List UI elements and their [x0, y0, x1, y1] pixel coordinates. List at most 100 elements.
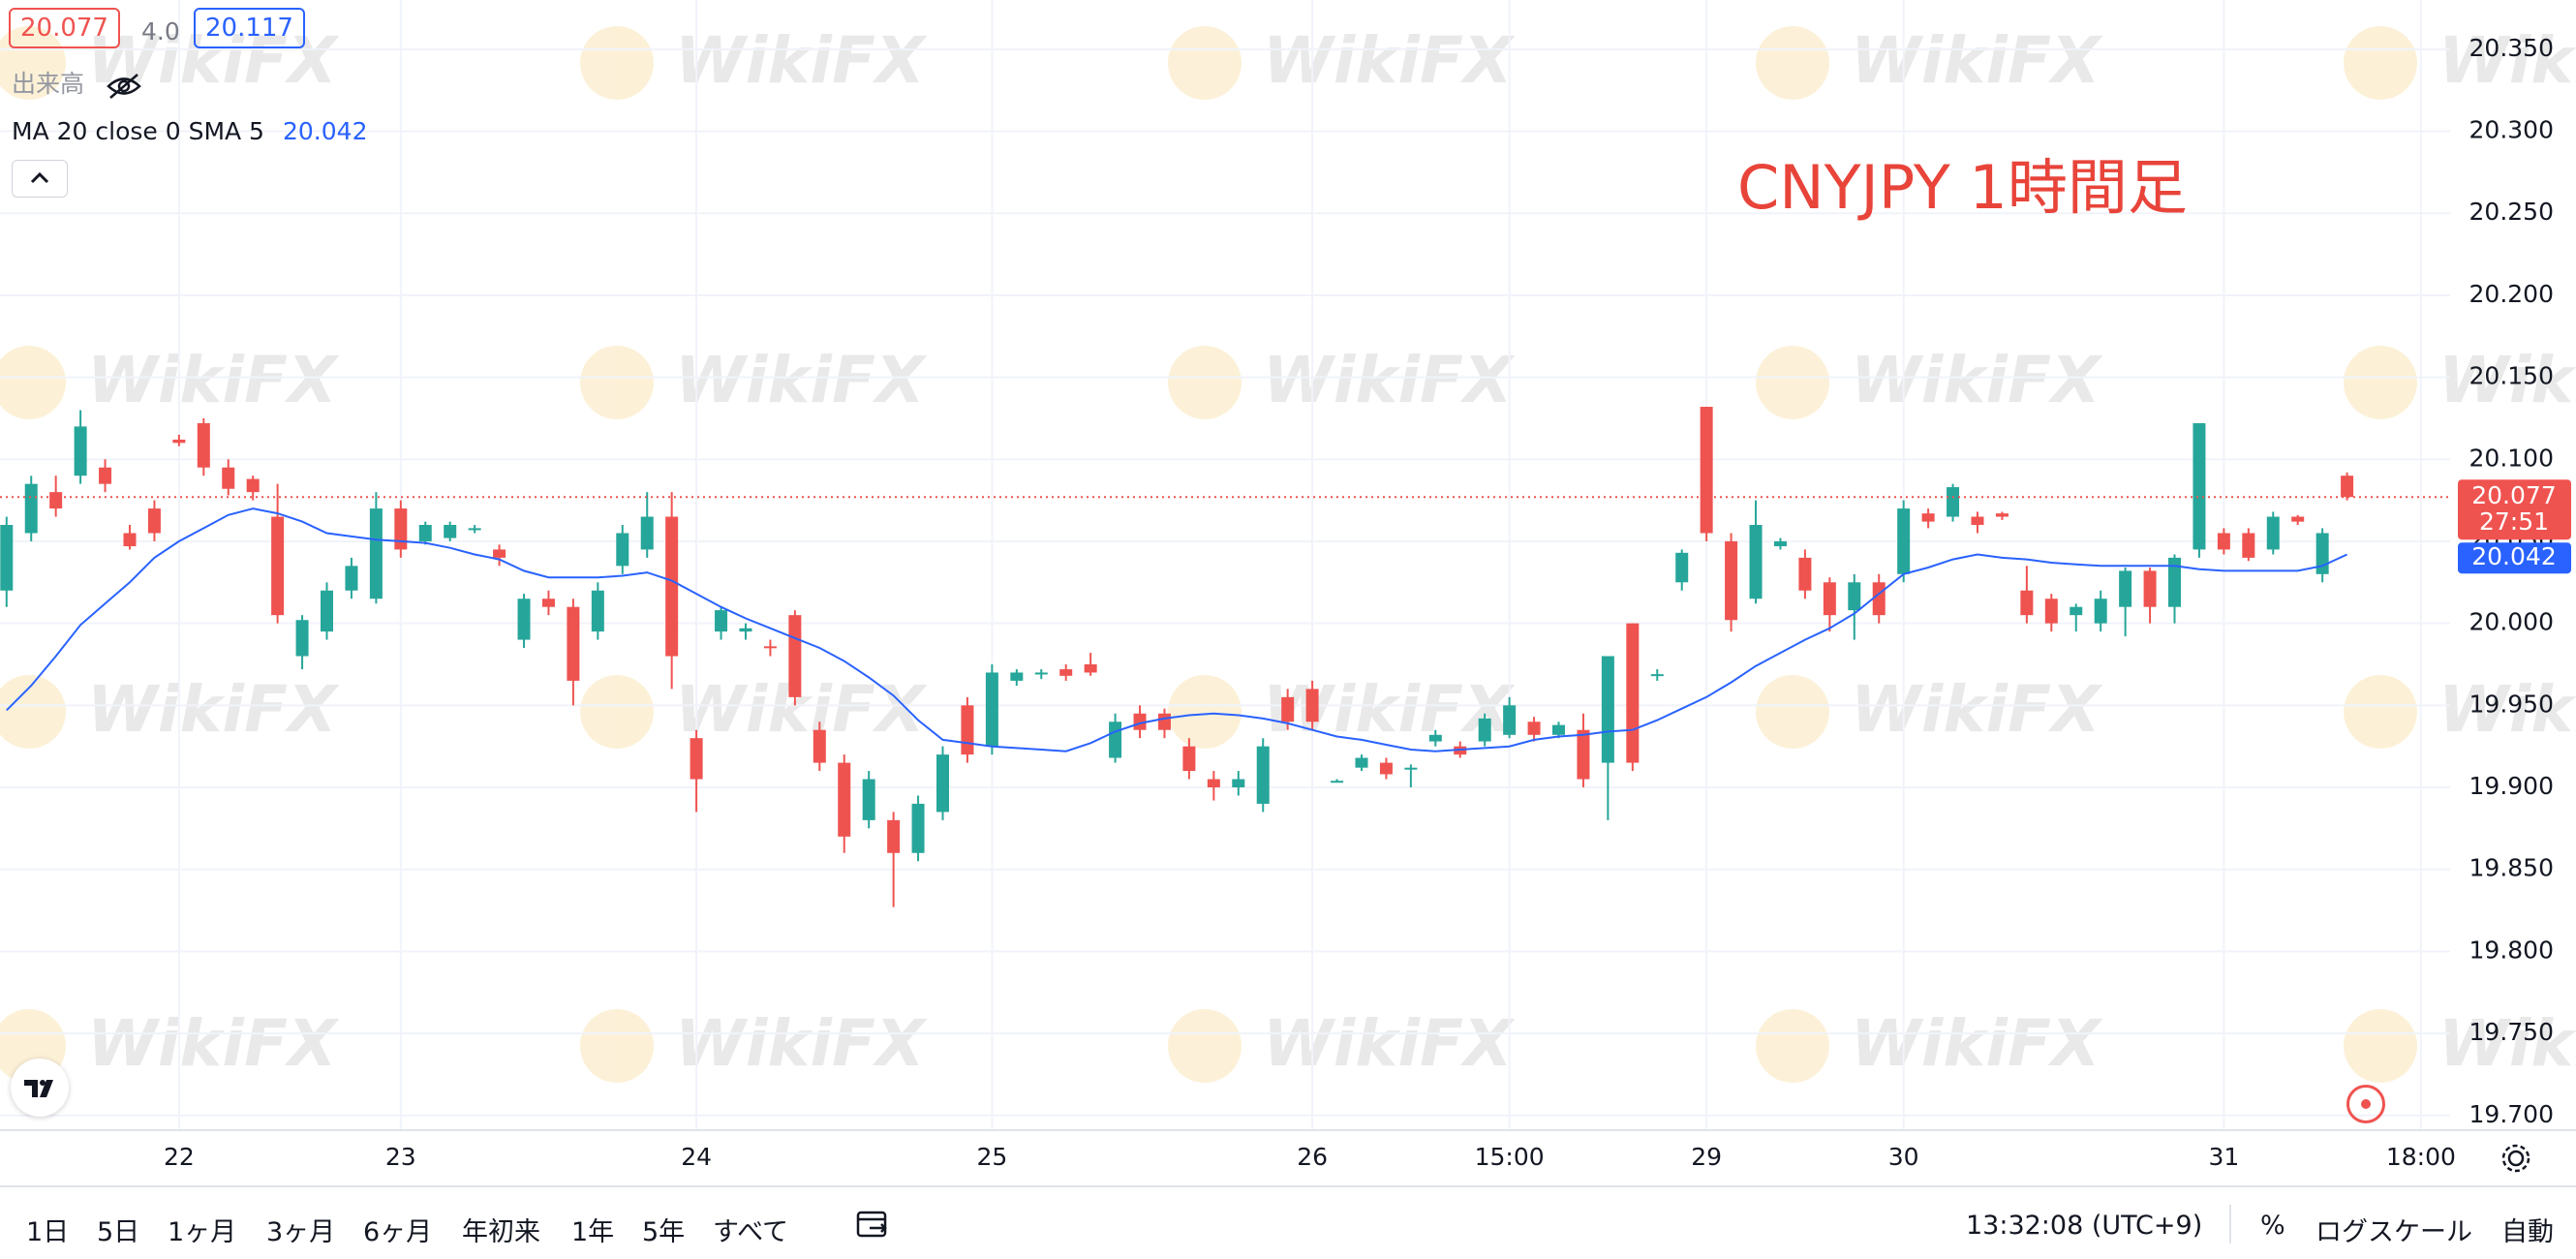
range-button[interactable]: 6ヶ月 [363, 1217, 433, 1247]
collapse-button[interactable] [12, 160, 68, 198]
candle-body [1157, 713, 1171, 730]
watermark-text: WikiFX [2438, 23, 2576, 98]
auto-toggle[interactable]: 自動 [2501, 1217, 2554, 1247]
candle-body [1749, 525, 1763, 599]
candle-body [1331, 781, 1344, 783]
watermark: WikiFX [2344, 1006, 2576, 1083]
watermark: WikiFX [2344, 23, 2576, 100]
watermark-logo [1756, 1009, 1829, 1083]
candle-body [197, 422, 210, 468]
watermark: WikiFX [2344, 343, 2576, 419]
candle-body [222, 467, 235, 489]
watermark: WikiFX [1168, 1006, 1516, 1083]
y-tick-label: 20.000 [2469, 608, 2554, 636]
candle-body [246, 478, 260, 493]
spread: 4.0 [141, 17, 180, 46]
candle-body [911, 803, 925, 853]
watermark-logo [1756, 675, 1829, 749]
candle-body [1281, 696, 1295, 722]
candle-body [1305, 689, 1319, 722]
range-button[interactable]: 5日 [97, 1217, 140, 1247]
y-tick-label: 20.250 [2469, 198, 2554, 226]
watermark-logo [2344, 1009, 2417, 1083]
watermark: WikiFX [1756, 343, 2103, 419]
y-tick-label: 20.200 [2469, 280, 2554, 308]
candle-body [813, 729, 826, 763]
settings-gear[interactable] [2499, 1141, 2533, 1176]
candle-body [321, 590, 334, 632]
x-tick-label: 31 [2208, 1143, 2239, 1171]
watermark-logo [1168, 675, 1242, 749]
candle-body [862, 779, 875, 820]
candle-body [887, 819, 901, 853]
tv-logo[interactable] [11, 1059, 69, 1117]
record-button[interactable] [2346, 1085, 2385, 1123]
y-tick-label: 19.950 [2469, 690, 2554, 718]
watermark: WikiFX [580, 672, 928, 749]
range-button[interactable]: 1ヶ月 [168, 1217, 237, 1247]
watermark-text: WikiFX [2438, 672, 2576, 747]
candle-body [1182, 746, 1196, 772]
candle-body [1577, 729, 1590, 780]
watermark-text: WikiFX [1263, 672, 1516, 747]
candle-body [2143, 570, 2157, 607]
watermark-logo [580, 675, 654, 749]
watermark-logo [1168, 1009, 1242, 1083]
candle-body [369, 508, 383, 599]
watermark-text: WikiFX [2438, 343, 2576, 417]
watermark: WikiFX [2344, 672, 2576, 749]
candle-body [1034, 672, 1048, 675]
range-button[interactable]: 1日 [26, 1217, 70, 1247]
watermark-logo [1168, 346, 1242, 419]
percent-toggle[interactable]: % [2260, 1211, 2285, 1241]
candle-body [394, 508, 408, 550]
candle-body [961, 705, 974, 755]
watermark-text: WikiFX [675, 23, 928, 98]
candle-body [1601, 656, 1614, 763]
watermark-logo [1756, 26, 1829, 100]
watermark-text: WikiFX [87, 672, 340, 747]
ma-legend: MA 20 close 0 SMA 5 [12, 117, 264, 145]
range-button[interactable]: 5年 [642, 1217, 686, 1247]
watermark-logo [580, 1009, 654, 1083]
watermark: WikiFX [1756, 672, 2103, 749]
range-button[interactable]: 年初来 [462, 1217, 540, 1247]
candle-body [1355, 757, 1368, 768]
candle-body [1626, 623, 1640, 763]
y-tick-label: 20.350 [2469, 34, 2554, 62]
x-tick-label: 24 [681, 1143, 712, 1171]
watermark-logo [1168, 26, 1242, 100]
watermark-text: WikiFX [1851, 343, 2103, 417]
x-tick-label: 26 [1297, 1143, 1328, 1171]
candle-body [616, 533, 629, 567]
watermark-logo [0, 346, 66, 419]
candle-body [1428, 734, 1442, 742]
candle-body [2094, 599, 2107, 624]
last-price-tag [2458, 479, 2571, 540]
last-price-badge: 20.077 [9, 8, 120, 48]
y-tick-label: 19.750 [2469, 1018, 2554, 1046]
range-button[interactable]: 1年 [571, 1217, 615, 1247]
candle-body [2217, 533, 2230, 550]
y-tick-label: 19.900 [2469, 772, 2554, 800]
hide-icon[interactable] [105, 72, 143, 101]
candle-body [1897, 508, 1911, 574]
watermark-text: WikiFX [675, 1006, 928, 1081]
candle-body [1848, 582, 1861, 611]
range-button[interactable]: すべて [713, 1217, 789, 1247]
watermark: WikiFX [0, 672, 340, 749]
candle-body [1256, 746, 1270, 804]
candle-body [1010, 672, 1024, 681]
date-range-icon[interactable] [854, 1207, 893, 1242]
y-tick-label: 19.800 [2469, 936, 2554, 964]
watermark-logo [2344, 346, 2417, 419]
watermark-logo [2344, 675, 2417, 749]
candle-body [1921, 513, 1935, 522]
log-scale-toggle[interactable]: ログスケール [2315, 1217, 2472, 1247]
candle-body [99, 467, 112, 484]
candle-body [2044, 599, 2058, 624]
candle-body [2119, 570, 2132, 607]
range-button[interactable]: 3ヶ月 [266, 1217, 336, 1247]
candle-body [739, 628, 752, 632]
